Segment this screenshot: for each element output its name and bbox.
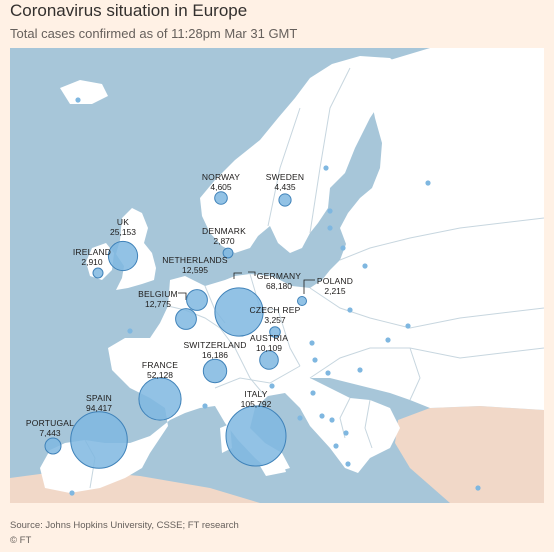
continental-europe-landmass [40,274,400,493]
label-poland-cases: 2,215 [324,286,346,296]
label-italy-country: ITALY [244,389,267,399]
europe-map: UK 25,153 IRELAND 2,910 NORWAY 4,605 SWEDEN 4,4… [10,48,544,503]
label-spain-country: SPAIN [86,393,112,403]
label-sweden-country: SWEDEN [266,172,305,182]
label-uk-cases: 25,153 [110,227,136,237]
label-norway-cases: 4,605 [210,182,232,192]
bubble-france [138,377,182,421]
label-ireland-country: IRELAND [73,247,111,257]
label-czech-rep-cases: 3,257 [264,315,286,325]
bubble-ireland [92,267,104,279]
label-netherlands-cases: 12,595 [182,265,208,275]
turkey-landmass [395,406,544,503]
minor-capital-dot [127,328,133,334]
bubble-layer [44,191,307,469]
minor-capital-dot [69,490,75,496]
minor-capital-dot [297,415,303,421]
bubble-italy [225,405,287,467]
minor-capital-dot [333,443,339,449]
label-poland-country: POLAND [317,276,353,286]
label-norway-country: NORWAY [202,172,240,182]
minor-capital-dot [425,180,431,186]
minor-capital-dot [362,263,368,269]
minor-capital-dot [319,413,325,419]
bubble-poland [297,296,307,306]
bubble-netherlands [186,289,208,311]
bubble-austria [259,350,279,370]
minor-capital-dot [269,383,275,389]
minor-capital-dot [202,403,208,409]
bubble-germany [214,287,264,337]
bubble-spain [70,411,128,469]
bubble-switzerland [202,358,228,384]
minor-capital-dot [325,370,331,376]
minor-capital-dot [385,337,391,343]
minor-capital-dot [309,340,315,346]
bubble-sweden [278,193,292,207]
bubble-uk [107,240,139,272]
bubble-norway [214,191,228,205]
iceland-landmass [60,80,108,104]
source-note: Source: Johns Hopkins University, CSSE; … [10,520,239,531]
minor-capital-dot [347,307,353,313]
minor-capital-dot [329,417,335,423]
label-denmark-country: DENMARK [202,226,246,236]
label-portugal-country: PORTUGAL [26,418,74,428]
label-spain-cases: 94,417 [86,403,112,413]
sicily [260,460,286,476]
minor-capital-dot [475,485,481,491]
bubble-portugal [44,437,62,455]
minor-capital-dot [343,430,349,436]
label-uk-country: UK [117,217,129,227]
minor-capital-dot [345,461,351,467]
minor-capital-dot [312,357,318,363]
label-france-cases: 52,128 [147,370,173,380]
minor-capital-dot [405,323,411,329]
label-czech-rep-country: CZECH REP [250,305,301,315]
minor-capital-dot [310,390,316,396]
minor-capital-dot [357,367,363,373]
minor-capital-dot [327,208,333,214]
label-sweden-cases: 4,435 [274,182,296,192]
country-borders [84,67,544,489]
label-france-country: FRANCE [142,360,178,370]
label-germany-cases: 68,180 [266,281,292,291]
label-belgium-country: BELGIUM [138,289,178,299]
map-subtitle: Total cases confirmed as of 11:28pm Mar … [10,26,298,41]
label-denmark-cases: 2,870 [213,236,235,246]
bubble-belgium [175,308,197,330]
scandinavia-landmass [200,56,405,253]
label-ireland-cases: 2,910 [81,257,103,267]
ft-credit: © FT [10,535,32,546]
minor-capital-dot [327,225,333,231]
leader-lines [178,271,315,300]
minor-capital-dot [75,97,81,103]
label-netherlands-country: NETHERLANDS [162,255,228,265]
bubble-denmark [222,247,234,259]
label-switzerland-cases: 16,186 [202,350,228,360]
label-portugal-cases: 7,443 [39,428,61,438]
minor-capital-dots [69,97,481,496]
label-austria-cases: 10,109 [256,343,282,353]
minor-capital-dot [340,245,346,251]
minor-capital-dot [323,165,329,171]
label-austria-country: AUSTRIA [250,333,288,343]
label-italy-cases: 105,792 [241,399,272,409]
map-title: Coronavirus situation in Europe [10,1,248,20]
bubble-czech-rep [269,326,281,338]
label-switzerland-country: SWITZERLAND [183,340,246,350]
label-germany-country: GERMANY [257,271,302,281]
label-belgium-cases: 12,775 [145,299,171,309]
eastern-europe-landmass [278,48,544,410]
